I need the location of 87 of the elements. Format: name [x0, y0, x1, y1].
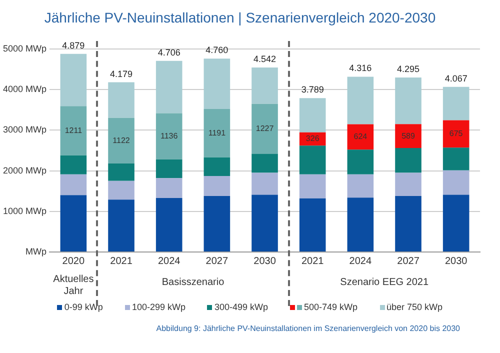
bar [60, 54, 87, 106]
y-tick-label: 4000 MWp [2, 84, 47, 94]
x-tick-label: 2024 [349, 256, 372, 267]
data-label: 1122 [112, 136, 130, 145]
data-label: 1211 [64, 126, 83, 135]
data-label: 624 [354, 132, 368, 142]
x-tick-label: 2030 [254, 256, 276, 267]
bar [156, 60, 182, 114]
bar [60, 195, 87, 252]
legend-label: 300-499 kWp [214, 302, 268, 312]
total-label: 4.295 [396, 64, 420, 74]
data-label: 1191 [208, 128, 226, 138]
y-tick-label: MWp [26, 246, 47, 256]
bar [395, 172, 422, 196]
y-tick-label: 1000 MWp [2, 206, 47, 216]
bar [347, 174, 374, 198]
bar [347, 150, 374, 174]
bar [156, 178, 182, 198]
bar [108, 180, 134, 200]
bar [252, 68, 278, 104]
bar [60, 155, 87, 174]
bar [442, 194, 470, 252]
bar [395, 124, 422, 148]
bar [395, 148, 422, 173]
bar [204, 196, 230, 252]
data-label: 1227 [256, 124, 274, 133]
bar [347, 198, 374, 252]
bar [299, 98, 326, 132]
total-label: 4.542 [253, 54, 276, 64]
bar [252, 104, 278, 154]
x-tick-label: 2020 [62, 256, 85, 267]
legend-label: 100-299 kWp [132, 302, 186, 312]
total-label: 4.316 [349, 63, 372, 74]
bar [156, 159, 182, 178]
bar [108, 200, 134, 252]
total-label: 4.879 [62, 40, 85, 50]
x-tick-label: 2024 [158, 256, 181, 267]
text: Szenario EEG 2021 [340, 276, 429, 288]
bar [395, 196, 422, 252]
bar [204, 58, 230, 109]
x-tick-label: 2030 [444, 256, 468, 267]
bar [204, 176, 230, 196]
y-tick-label: 2000 MWp [2, 165, 47, 176]
legend-label: über 750 kWp [386, 302, 443, 312]
bar [252, 154, 278, 173]
data-label: 1136 [160, 132, 178, 141]
bar [347, 76, 374, 124]
bar [60, 174, 87, 196]
data-label: 589 [402, 131, 416, 140]
bar [108, 118, 134, 164]
total-label: 4.179 [110, 68, 133, 79]
total-label: 3.789 [301, 84, 324, 95]
x-tick-label: 2021 [301, 256, 324, 267]
bar [299, 174, 326, 198]
bar [204, 108, 230, 158]
bar [347, 124, 374, 150]
total-label: 4.760 [206, 45, 228, 56]
bar [442, 86, 470, 120]
bar [156, 198, 182, 252]
y-tick-label: 5000 MWp [2, 43, 47, 54]
bar [108, 163, 134, 181]
text: Aktuelles Jahr [53, 274, 94, 297]
bar [299, 198, 326, 252]
bar [442, 170, 470, 195]
legend-label: 0-99 kWp [64, 302, 103, 312]
bar [442, 148, 470, 170]
data-label: 675 [449, 129, 464, 138]
total-label: 4.706 [158, 47, 180, 58]
data-label: 326 [306, 134, 320, 144]
x-tick-label: 2021 [110, 256, 133, 267]
y-tick-label: 3000 MWp [2, 124, 47, 135]
x-tick-label: 2027 [206, 256, 228, 267]
legend-label: 500-749 kWp [304, 302, 358, 312]
bar [442, 120, 470, 148]
bar [204, 157, 230, 176]
bar [60, 106, 87, 156]
bar [108, 82, 134, 118]
bar [395, 78, 422, 124]
bar [156, 113, 182, 160]
chart-title: Jährliche PV-Neuinstallationen | Szenarienvergleich 2020-2030 [44, 9, 436, 26]
text: Abbildung 9: Jährliche PV-Neuinstallationen im Szenarienvergleich von 2020 bis 2030 [155, 324, 460, 333]
x-tick-label: 2027 [397, 256, 420, 267]
bar [252, 172, 278, 195]
bar [252, 194, 278, 252]
bar [299, 146, 326, 174]
total-label: 4.067 [444, 73, 468, 84]
text: Basisszenario [162, 276, 225, 288]
